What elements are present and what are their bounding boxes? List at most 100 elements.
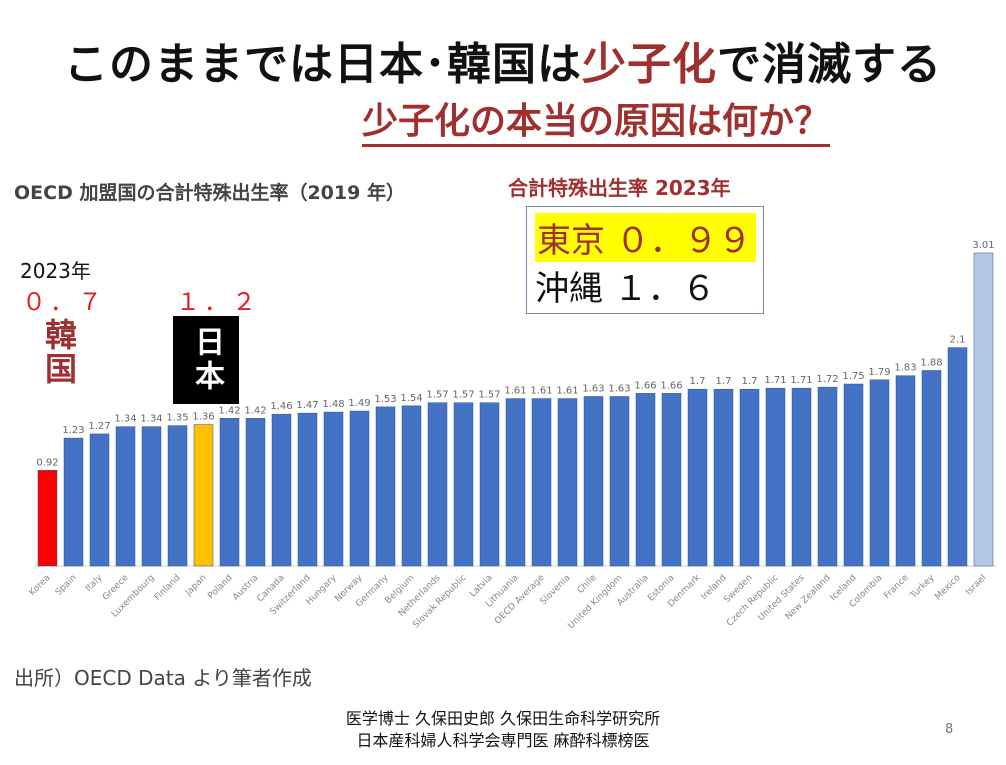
bar-spain <box>63 437 84 567</box>
bar-lithuania <box>505 398 526 567</box>
bar-switzerland <box>297 412 318 567</box>
bar-united-kingdom <box>609 396 630 567</box>
bar-slovak-republic <box>453 402 474 567</box>
tokyo-stat: 東京 ０．９９ <box>535 213 756 262</box>
bar-finland <box>167 425 188 567</box>
chart-title: OECD 加盟国の合計特殊出生率（2019 年） <box>14 182 405 204</box>
bar-canada <box>271 413 292 567</box>
value-label: 0.92 <box>36 457 58 468</box>
value-label: 1.53 <box>374 394 396 405</box>
stat-label: 合計特殊出生率 2023年 <box>508 176 731 200</box>
slide-title: このままでは日本･韓国は少子化で消滅する <box>0 28 1006 92</box>
value-label: 1.88 <box>920 357 942 368</box>
bar-new-zealand <box>817 386 838 567</box>
value-label: 1.57 <box>452 390 474 401</box>
bar-colombia <box>869 379 890 567</box>
bar-austria <box>245 418 266 567</box>
value-label: 1.46 <box>270 401 292 412</box>
bar-belgium <box>401 405 422 567</box>
title-part1: このままでは日本･韓国は <box>64 39 582 90</box>
value-label: 1.47 <box>296 400 318 411</box>
category-label: Finland <box>153 573 183 603</box>
value-label: 1.23 <box>62 425 84 436</box>
bar-greece <box>115 426 136 567</box>
bar-estonia <box>661 393 682 567</box>
bar-italy <box>89 433 110 567</box>
bar-germany <box>375 406 396 567</box>
korea-value: ０．７ <box>22 288 106 316</box>
category-label: Israel <box>964 573 988 597</box>
value-label: 1.7 <box>716 376 732 387</box>
bar-iceland <box>843 383 864 567</box>
bar-australia <box>635 393 656 567</box>
bar-united-states <box>791 387 812 567</box>
value-label: 1.61 <box>530 386 552 397</box>
bar-czech-republic <box>765 387 786 567</box>
bar-oecd-average <box>531 398 552 567</box>
category-label: Italy <box>84 573 105 594</box>
value-label: 1.66 <box>660 380 682 391</box>
slide-subtitle: 少子化の本当の原因は何か？ <box>362 100 831 147</box>
value-label: 1.79 <box>868 367 890 378</box>
bar-latvia <box>479 402 500 567</box>
value-label: 1.66 <box>634 380 656 391</box>
value-label: 1.71 <box>790 375 812 386</box>
category-label: Chile <box>576 573 599 596</box>
category-label: France <box>882 573 911 602</box>
value-label: 1.27 <box>88 421 110 432</box>
value-label: 1.83 <box>894 363 916 374</box>
value-label: 1.34 <box>140 414 162 425</box>
okinawa-stat: 沖縄 １．６ <box>535 269 716 309</box>
bar-mexico <box>947 347 968 567</box>
value-label: 1.75 <box>842 371 864 382</box>
year-label: 2023年 <box>20 259 91 283</box>
category-label: Japan <box>183 573 209 599</box>
footer-line2: 日本産科婦人科学会専門医 麻酔科標榜医 <box>356 731 650 750</box>
value-label: 1.7 <box>742 376 758 387</box>
bar-hungary <box>323 411 344 567</box>
title-accent: 少子化 <box>582 39 717 90</box>
value-label: 1.61 <box>556 386 578 397</box>
bar-israel <box>973 252 994 567</box>
value-label: 1.49 <box>348 398 370 409</box>
japan-name: 日本 <box>173 316 239 404</box>
value-label: 1.48 <box>322 399 344 410</box>
bar-sweden <box>739 388 760 567</box>
value-label: 1.7 <box>690 376 706 387</box>
value-label: 3.01 <box>972 240 994 251</box>
category-label: Spain <box>54 573 79 598</box>
source-note: 出所）OECD Data より筆者作成 <box>14 666 312 690</box>
bar-norway <box>349 410 370 567</box>
category-label: Poland <box>206 573 234 601</box>
value-label: 1.34 <box>114 414 136 425</box>
korea-name: 韓国 <box>40 318 78 386</box>
stat-box: 東京 ０．９９ 沖縄 １．６ <box>526 206 764 314</box>
title-part2: で消滅する <box>717 39 942 90</box>
value-label: 1.35 <box>166 413 188 424</box>
value-label: 1.42 <box>244 405 266 416</box>
bar-netherlands <box>427 402 448 567</box>
value-label: 1.63 <box>582 383 604 394</box>
category-label: Mexico <box>933 573 963 603</box>
value-label: 2.1 <box>950 335 966 346</box>
bar-korea <box>37 470 58 567</box>
value-label: 1.36 <box>192 412 214 423</box>
bar-chile <box>583 396 604 567</box>
value-label: 1.42 <box>218 405 240 416</box>
value-label: 1.63 <box>608 383 630 394</box>
footer: 医学博士 久保田史郎 久保田生命科学研究所 日本産科婦人科学会専門医 麻酔科標榜… <box>0 708 1006 752</box>
bar-turkey <box>921 370 942 567</box>
value-label: 1.54 <box>400 393 422 404</box>
bar-chart: 0.92Korea1.23Spain1.27Italy1.34Greece1.3… <box>28 240 997 631</box>
category-label: Turkey <box>908 573 937 602</box>
value-label: 1.72 <box>816 374 838 385</box>
bar-luxembourg <box>141 426 162 567</box>
page-number: 8 <box>945 722 954 737</box>
value-label: 1.71 <box>764 375 786 386</box>
bar-ireland <box>713 388 734 567</box>
value-label: 1.57 <box>426 390 448 401</box>
japan-value: １．２ <box>176 288 260 316</box>
value-label: 1.57 <box>478 390 500 401</box>
bar-japan <box>193 424 214 567</box>
footer-line1: 医学博士 久保田史郎 久保田生命科学研究所 <box>345 709 661 728</box>
